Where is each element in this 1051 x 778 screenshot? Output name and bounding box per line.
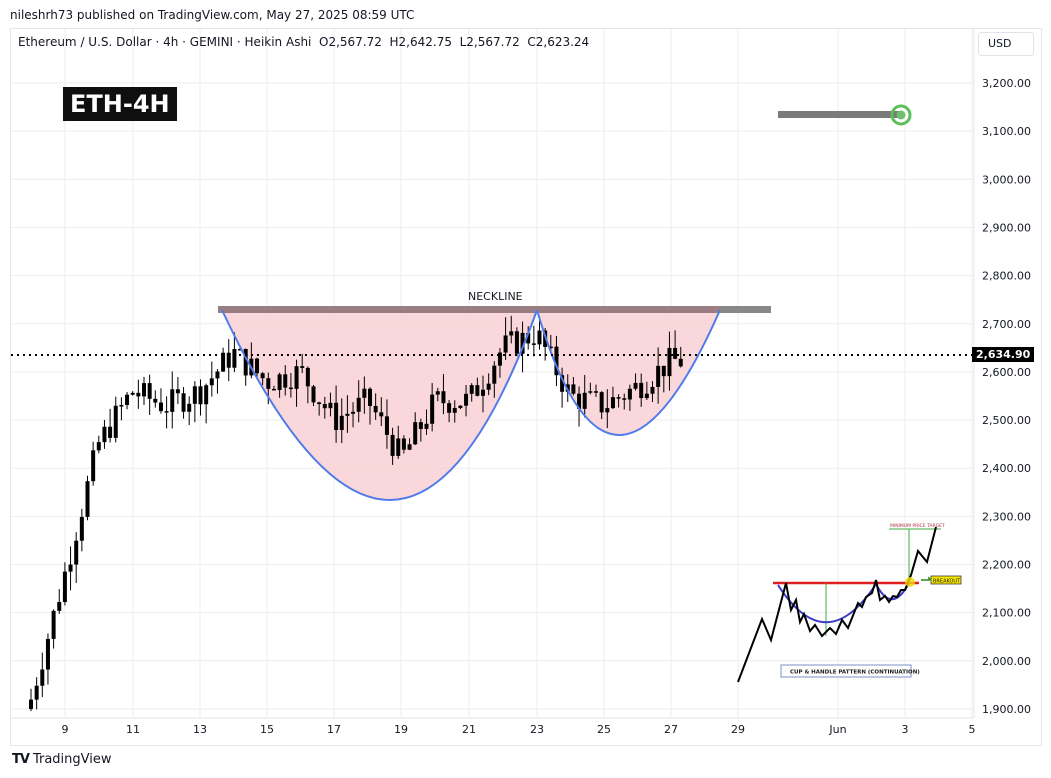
cup-handle-inset: BREAKOUT MINIMUM PRICE TARGET CUP & HAND…: [737, 523, 962, 683]
target-ring-icon: [890, 104, 912, 126]
svg-text:1,900.00: 1,900.00: [982, 703, 1031, 716]
svg-text:23: 23: [530, 723, 544, 736]
cup-fill: [222, 310, 537, 500]
target-bar: [778, 111, 901, 118]
svg-text:2,000.00: 2,000.00: [982, 655, 1031, 668]
svg-text:17: 17: [327, 723, 341, 736]
last-price-tag: 2,634.90: [972, 347, 1035, 362]
svg-text:2,400.00: 2,400.00: [982, 462, 1031, 475]
svg-text:3,200.00: 3,200.00: [982, 77, 1031, 90]
svg-text:2,500.00: 2,500.00: [982, 414, 1031, 427]
svg-text:3: 3: [902, 723, 909, 736]
svg-text:29: 29: [731, 723, 745, 736]
handle-outline: [536, 309, 721, 436]
svg-text:15: 15: [260, 723, 274, 736]
svg-text:2,300.00: 2,300.00: [982, 510, 1031, 523]
time-axis-labels: 9 11 13 15 17 19 21 23 25 27 29 Jun 3 5: [62, 723, 976, 736]
svg-text:2,200.00: 2,200.00: [982, 559, 1031, 572]
svg-text:13: 13: [193, 723, 207, 736]
footer-brand[interactable]: TV TradingView: [12, 752, 111, 767]
neckline-label: NECKLINE: [468, 290, 523, 303]
svg-text:25: 25: [597, 723, 611, 736]
svg-text:5: 5: [969, 723, 976, 736]
svg-text:19: 19: [394, 723, 408, 736]
chart-frame: [10, 28, 1042, 746]
svg-text:3,100.00: 3,100.00: [982, 125, 1031, 138]
tradingview-logo-icon: TV: [12, 752, 30, 767]
svg-text:Jun: Jun: [828, 723, 846, 736]
svg-text:11: 11: [126, 723, 140, 736]
price-axis-labels: 3,200.00 3,100.00 3,000.00 2,900.00 2,800.00…: [982, 77, 1031, 716]
neckline-bar: [218, 306, 771, 313]
currency-button[interactable]: USD: [978, 32, 1034, 56]
svg-text:CUP & HANDLE PATTERN (CONTINUA: CUP & HANDLE PATTERN (CONTINUATION): [790, 670, 920, 676]
svg-text:21: 21: [462, 723, 476, 736]
svg-text:2,600.00: 2,600.00: [982, 366, 1031, 379]
svg-text:27: 27: [664, 723, 678, 736]
candles: [29, 315, 683, 712]
eth-4h-badge: ETH-4H: [63, 87, 177, 121]
svg-text:2,800.00: 2,800.00: [982, 270, 1031, 283]
svg-text:BREAKOUT: BREAKOUT: [933, 579, 961, 585]
svg-text:2,900.00: 2,900.00: [982, 221, 1031, 234]
chart-grid: [11, 29, 974, 718]
svg-text:3,000.00: 3,000.00: [982, 173, 1031, 186]
svg-text:2,100.00: 2,100.00: [982, 607, 1031, 620]
svg-text:MINIMUM PRICE TARGET: MINIMUM PRICE TARGET: [890, 523, 945, 529]
handle-fill: [537, 310, 720, 435]
target-dot-icon: [896, 110, 906, 120]
publish-info: nileshrh73 published on TradingView.com,…: [10, 8, 415, 22]
neckline-extension: [720, 306, 771, 313]
svg-text:2,700.00: 2,700.00: [982, 318, 1031, 331]
cup-outline: [221, 309, 538, 501]
svg-text:9: 9: [62, 723, 69, 736]
brand-name: TradingView: [32, 752, 112, 767]
chart-legend: Ethereum / U.S. Dollar · 4h · GEMINI · H…: [18, 35, 590, 49]
